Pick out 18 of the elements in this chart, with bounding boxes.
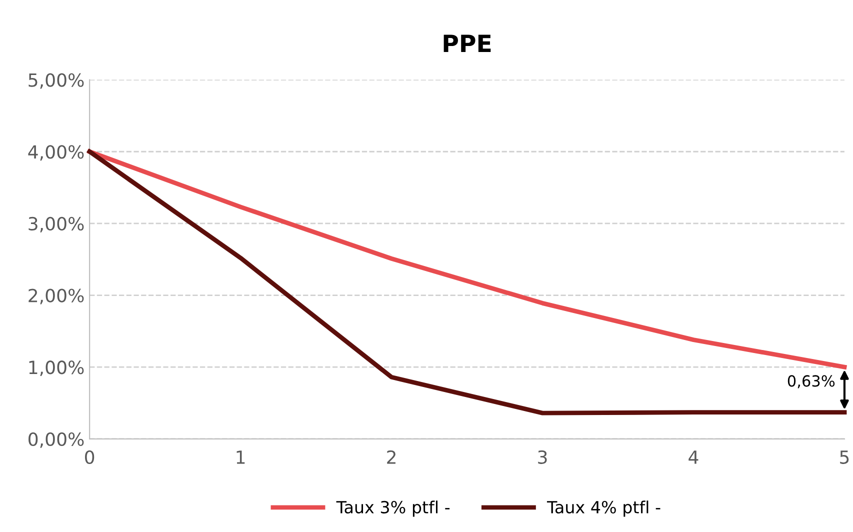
y-tick-label: 2,00% [28, 288, 84, 304]
x-tick-label: 3 [538, 450, 547, 464]
annotation: 0,63% [788, 375, 835, 388]
line-series [87, 149, 847, 370]
x-tick-label: 0 [85, 450, 94, 464]
legend-label: Taux 4% ptfl - [546, 500, 660, 517]
y-tick-label: 3,00% [28, 216, 84, 232]
y-tick-label: 5,00% [28, 73, 84, 89]
legend-label: Taux 3% ptfl - [336, 500, 450, 517]
line-series [87, 149, 847, 416]
x-tick-label: 2 [387, 450, 396, 464]
x-tick-label: 1 [236, 450, 245, 464]
chart-title: PPE [444, 34, 491, 52]
y-tick-label: 4,00% [28, 145, 84, 161]
x-tick-label: 5 [840, 450, 849, 464]
y-tick-label: 1,00% [29, 360, 84, 376]
y-tick-label: 0,00% [28, 432, 84, 448]
x-tick-label: 4 [688, 450, 698, 464]
